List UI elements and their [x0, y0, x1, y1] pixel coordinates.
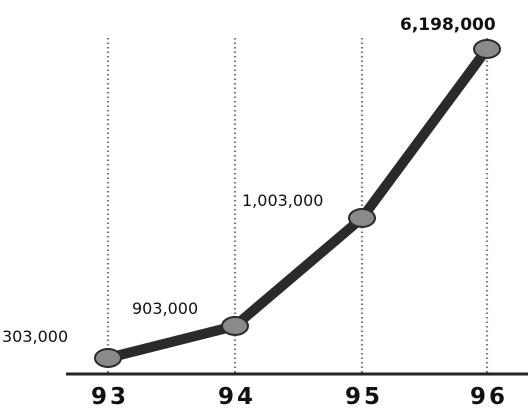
series-line-group — [103, 44, 492, 363]
data-point-95 — [348, 208, 376, 228]
x-tick-label-94: 94 — [218, 384, 256, 408]
data-label-96: 6,198,000 — [400, 15, 496, 35]
data-label-94: 903,000 — [132, 299, 198, 318]
data-labels: 303,000 903,000 1,003,000 6,198,000 — [2, 15, 496, 346]
series-line — [103, 44, 492, 363]
x-tick-label-95: 95 — [345, 384, 383, 408]
data-label-93: 303,000 — [2, 327, 68, 346]
data-point-96 — [473, 39, 501, 59]
x-tick-label-93: 93 — [91, 384, 129, 408]
x-tick-labels: 93 94 95 96 — [91, 384, 508, 410]
x-tick-label-96: 96 — [470, 384, 508, 408]
data-point-93 — [94, 348, 122, 368]
data-point-94 — [221, 316, 249, 336]
data-markers — [94, 39, 501, 368]
data-label-95: 1,003,000 — [242, 191, 323, 210]
